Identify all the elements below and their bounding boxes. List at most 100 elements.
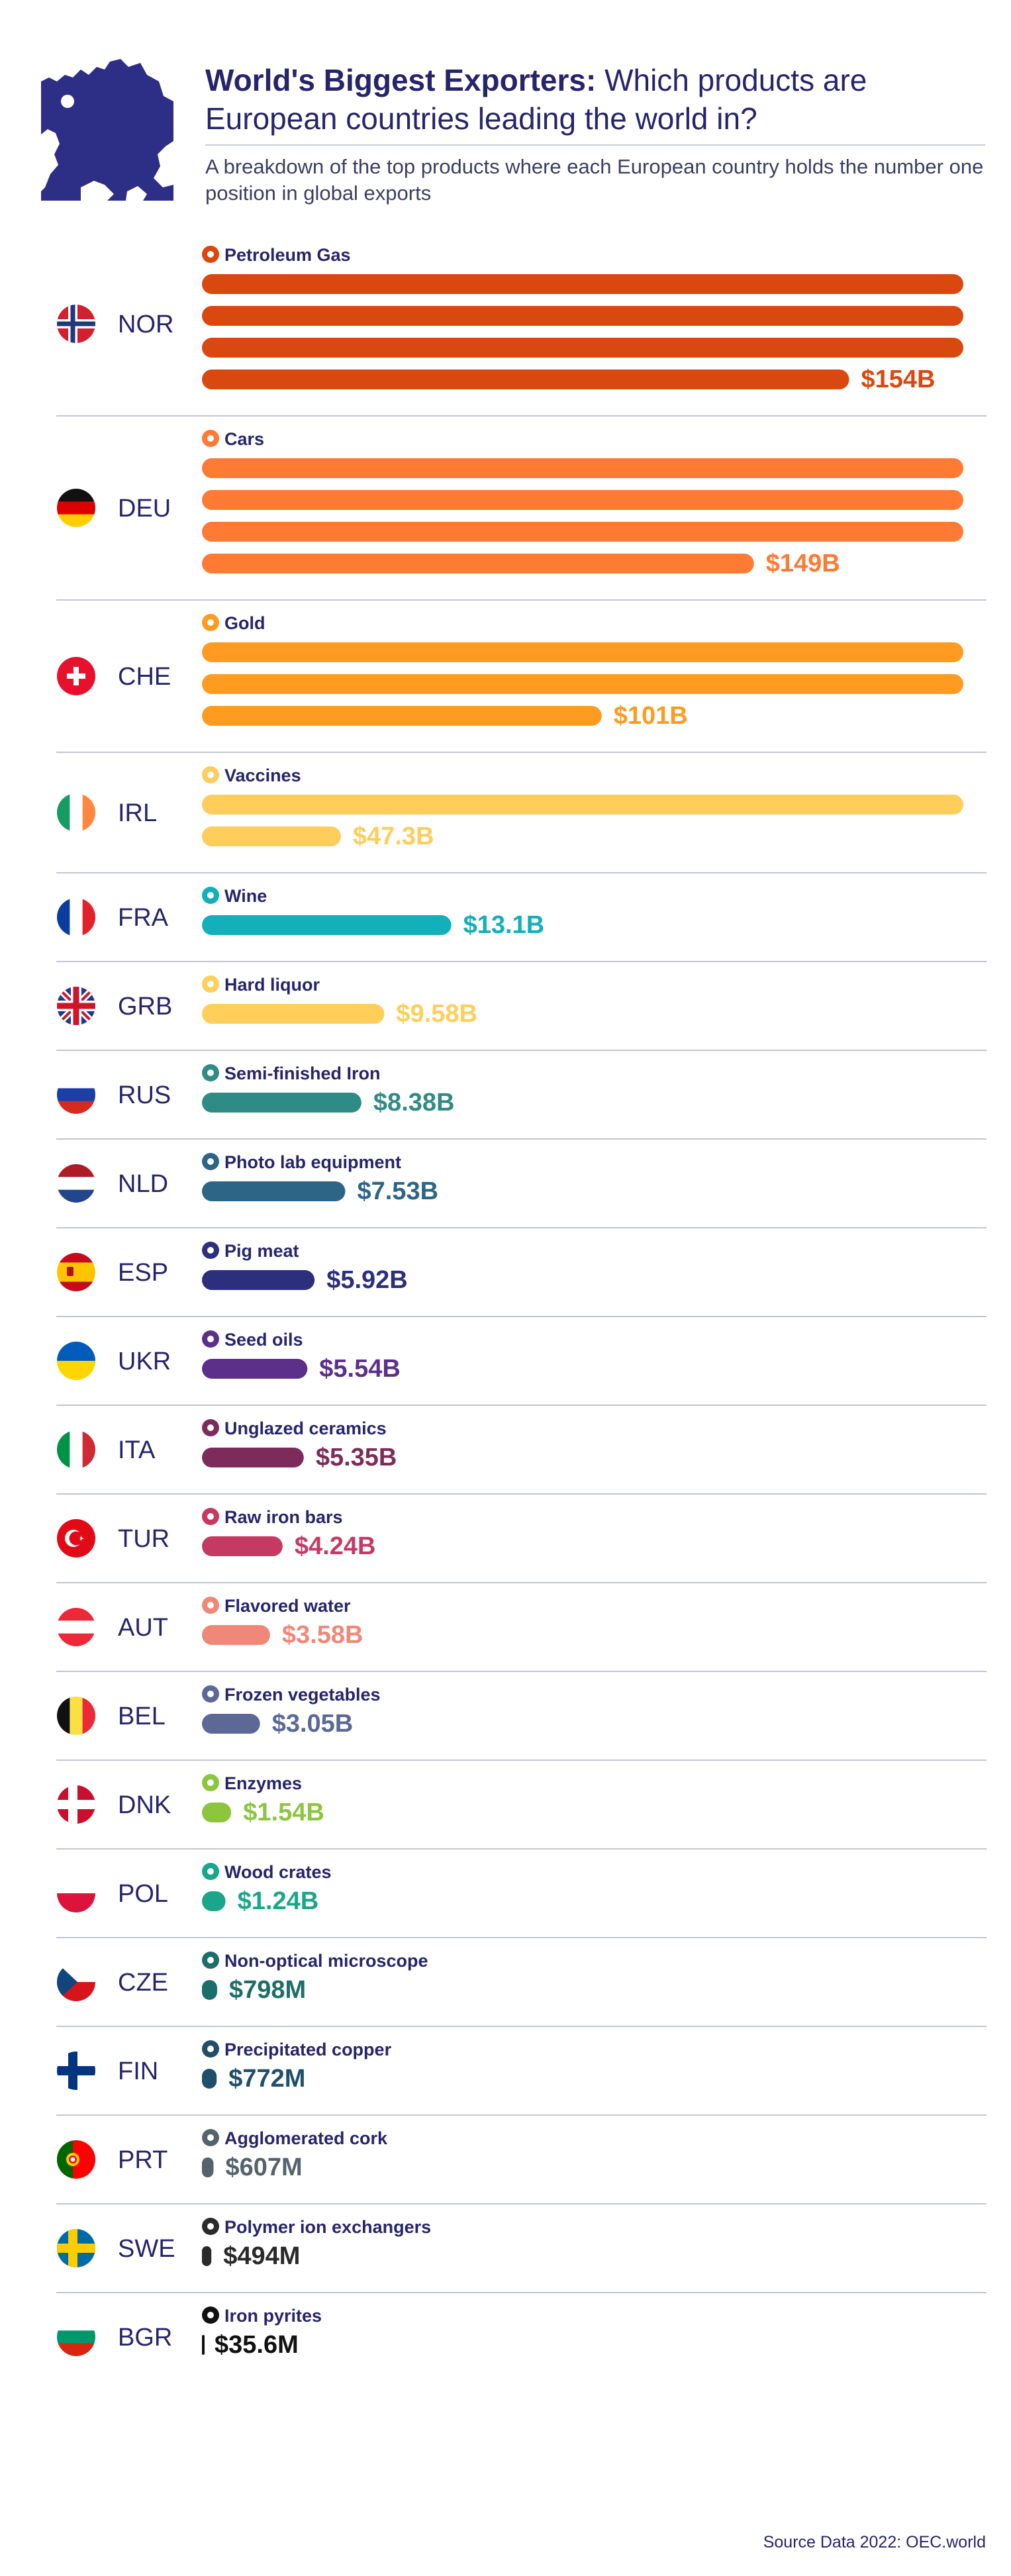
cork-icon (202, 2129, 219, 2146)
value-label: $5.92B (326, 1266, 408, 1294)
flag-esp-icon (57, 1253, 95, 1291)
product-label: Wood crates (224, 1862, 332, 1882)
bar-irl-1 (202, 795, 963, 815)
flag-rus-icon (57, 1075, 95, 1114)
flag-pol-icon (57, 1874, 95, 1912)
bar-dnk-1 (202, 1803, 232, 1822)
flag-grb-icon (57, 987, 95, 1025)
value-label: $3.58B (282, 1621, 363, 1649)
row-grb: GRB Hard liquor $9.58B (56, 975, 987, 1051)
product-label: Wine (224, 886, 267, 906)
bar-bel-1 (202, 1714, 260, 1734)
flag-nld-icon (57, 1164, 95, 1203)
row-rus: RUS Semi-finished Iron $8.38B (56, 1064, 987, 1140)
flag-che-icon (57, 657, 95, 695)
bar-fin-1 (202, 2069, 217, 2089)
row-irl: IRL Vaccines $47.3B (56, 766, 987, 873)
bar-ukr-1 (202, 1359, 308, 1379)
flag-bel-icon (57, 1697, 95, 1735)
flag-dnk-icon (57, 1785, 95, 1824)
microscope-icon (202, 1952, 219, 1969)
row-prt: PRT Agglomerated cork $607M (56, 2128, 987, 2204)
bar-nld-1 (202, 1181, 346, 1201)
country-code: UKR (118, 1348, 171, 1375)
bar-nor-4 (202, 370, 849, 389)
country-code: RUS (118, 1081, 171, 1109)
product-label: Gold (224, 613, 265, 633)
chart-subtitle: A breakdown of the top products where ea… (205, 155, 984, 205)
bar-nor-3 (202, 338, 963, 358)
country-code: FRA (118, 904, 169, 932)
bar-deu-2 (202, 490, 963, 510)
title-divider (205, 144, 985, 146)
bar-ita-1 (202, 1448, 304, 1467)
value-label: $13.1B (463, 911, 545, 939)
bottle-icon (202, 1597, 219, 1614)
bar-deu-3 (202, 522, 963, 542)
bar-tur-1 (202, 1536, 283, 1556)
bar-fra-1 (202, 915, 452, 935)
row-ita: ITA Unglazed ceramics $5.35B (56, 1418, 987, 1495)
value-label: $149B (766, 550, 840, 577)
vegetable-icon (202, 1685, 219, 1703)
product-label: Semi-finished Iron (224, 1064, 381, 1083)
row-aut: AUT Flavored water $3.58B (56, 1596, 987, 1672)
row-nld: NLD Photo lab equipment $7.53B (56, 1152, 987, 1228)
bar-aut-1 (202, 1625, 270, 1645)
flag-irl-icon (57, 793, 95, 832)
value-label: $607M (225, 2154, 302, 2181)
value-label: $798M (229, 1976, 306, 2004)
flag-aut-icon (57, 1608, 95, 1646)
country-code: NLD (118, 1170, 168, 1198)
pyrite-icon (202, 2306, 219, 2324)
row-deu: DEU Cars $149B (56, 429, 987, 601)
bar-che-3 (202, 706, 602, 726)
product-label: Iron pyrites (224, 2306, 322, 2326)
product-label: Vaccines (224, 766, 301, 785)
bar-prt-1 (202, 2157, 214, 2177)
country-code: GRB (118, 993, 172, 1020)
pig-icon (202, 1242, 219, 1259)
row-fin: FIN Precipitated copper $772M (56, 2040, 987, 2116)
row-dnk: DNK Enzymes $1.54B (56, 1773, 987, 1850)
bar-che-2 (202, 674, 963, 694)
row-bgr: BGR Iron pyrites $35.6M (57, 2306, 322, 2359)
value-label: $8.38B (373, 1089, 455, 1116)
gas-cylinder-icon (202, 246, 219, 263)
product-label: Pig meat (224, 1241, 299, 1261)
country-code: IRL (118, 799, 157, 827)
flag-fra-icon (57, 898, 95, 936)
country-code: NOR (118, 311, 173, 338)
flag-ukr-icon (57, 1342, 95, 1380)
enzyme-icon (202, 1774, 219, 1791)
value-label: $3.05B (272, 1710, 354, 1738)
country-code: CZE (118, 1969, 168, 1997)
polymer-icon (202, 2218, 219, 2235)
copper-icon (202, 2040, 219, 2057)
value-label: $9.58B (396, 1000, 477, 1028)
bar-rus-1 (202, 1093, 361, 1113)
europe-map-icon (41, 55, 173, 201)
bar-bgr-1 (202, 2335, 205, 2355)
country-code: BGR (118, 2324, 172, 2352)
flag-fin-icon (57, 2052, 95, 2090)
crate-icon (202, 1863, 219, 1880)
row-bel: BEL Frozen vegetables $3.05B (56, 1685, 987, 1761)
country-code: SWE (118, 2235, 175, 2263)
row-nor: NOR Petroleum Gas $154B (56, 245, 987, 417)
bar-nor-1 (202, 274, 963, 294)
flag-cze-icon (57, 1963, 95, 2001)
product-label: Non-optical microscope (224, 1951, 428, 1971)
car-icon (202, 430, 219, 447)
row-ukr: UKR Seed oils $5.54B (56, 1330, 987, 1406)
country-code: FIN (118, 2057, 158, 2085)
header: World's Biggest Exporters: Which product… (0, 0, 1011, 225)
bar-swe-1 (202, 2246, 212, 2266)
row-pol: POL Wood crates $1.24B (56, 1862, 987, 1938)
value-label: $5.35B (316, 1444, 397, 1471)
bar-deu-4 (202, 554, 754, 573)
bar-deu-1 (202, 458, 963, 478)
row-cze: CZE Non-optical microscope $798M (56, 1951, 987, 2027)
country-code: BEL (118, 1703, 166, 1730)
